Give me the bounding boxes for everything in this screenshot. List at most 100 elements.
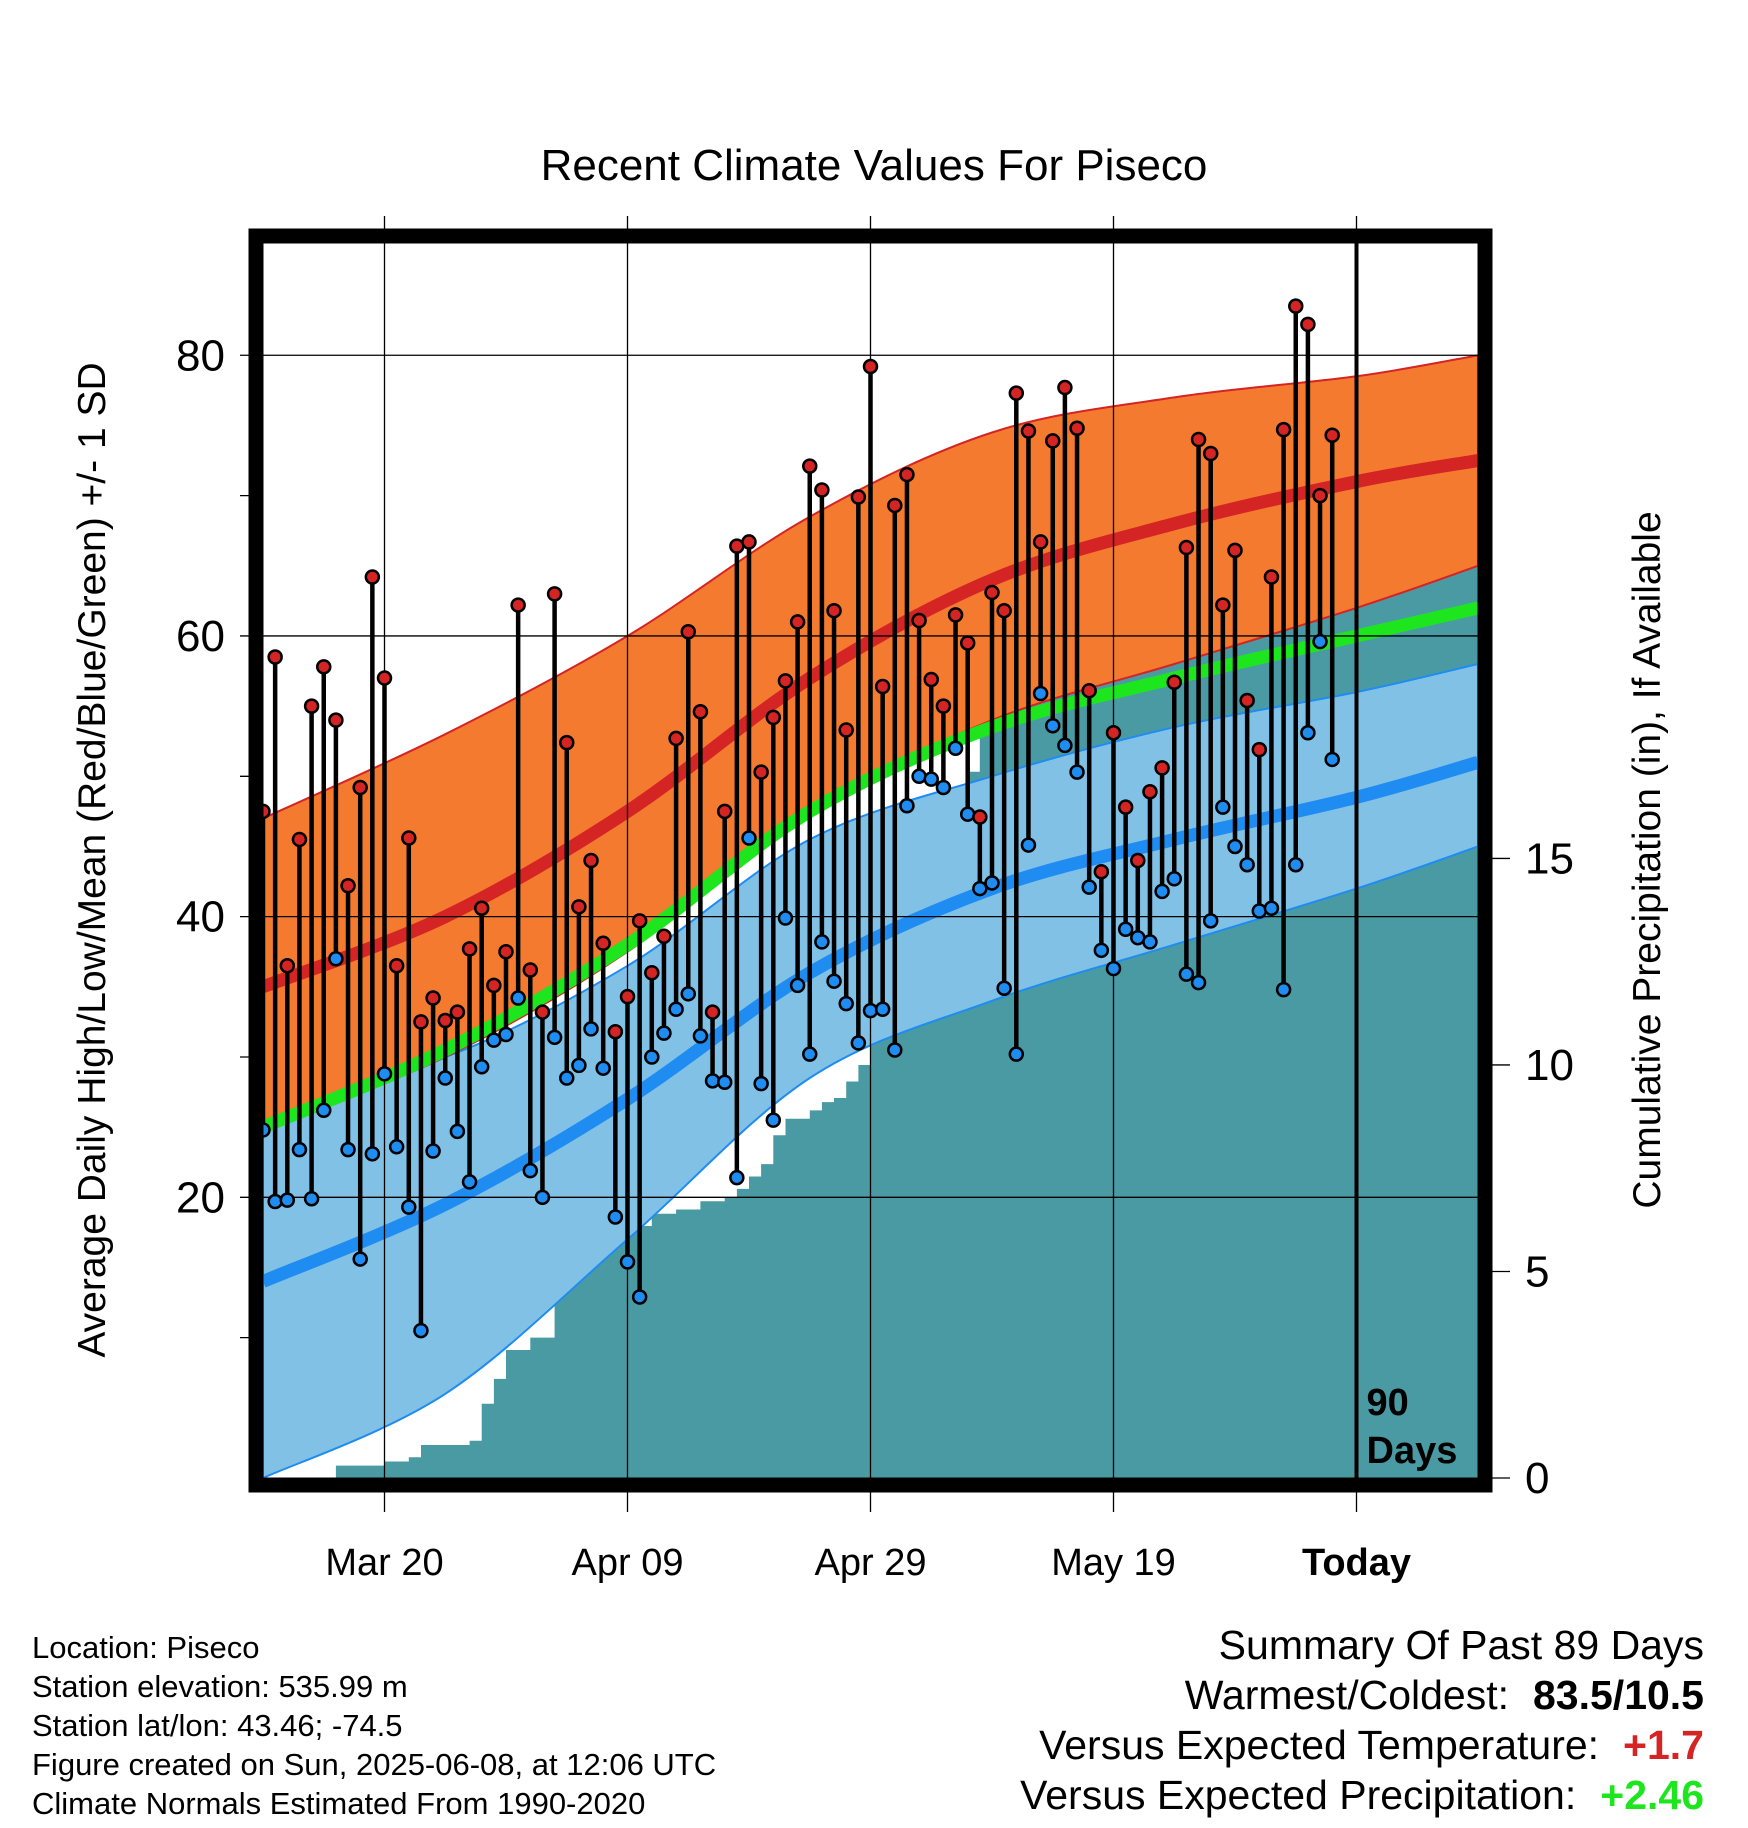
daily-low-point: [668, 1001, 684, 1018]
daily-high-point: [1081, 682, 1097, 699]
daily-high-point: [959, 635, 976, 651]
daily-high-point: [1227, 542, 1243, 559]
daily-low-point: [935, 779, 952, 796]
daily-high-point: [753, 764, 769, 780]
daily-low-point: [291, 1141, 308, 1158]
daily-low-point: [959, 806, 976, 822]
daily-low-point: [656, 1025, 672, 1041]
daily-low-point: [692, 1028, 709, 1044]
daily-low-point: [1288, 856, 1304, 873]
x-tick-label: Apr 09: [572, 1542, 684, 1584]
daily-high-point: [862, 358, 879, 375]
daily-high-point: [692, 703, 709, 720]
daily-high-point: [741, 534, 757, 550]
daily-high-point: [1117, 799, 1134, 815]
daily-high-point: [546, 586, 563, 602]
daily-high-point: [364, 569, 381, 585]
daily-high-point: [607, 1023, 624, 1040]
daily-low-point: [838, 995, 854, 1012]
daily-high-point: [1251, 741, 1268, 758]
y2-tick-label: 10: [1525, 1041, 1574, 1090]
daily-low-point: [1045, 718, 1061, 734]
temp-label: Versus Expected Temperature:: [1039, 1722, 1600, 1768]
daily-high-point: [874, 678, 891, 695]
daily-high-point: [291, 831, 308, 848]
x-tick-label: May 19: [1051, 1542, 1176, 1584]
daily-high-point: [583, 852, 599, 869]
daily-high-point: [826, 602, 842, 619]
chart-title: Recent Climate Values For Piseco: [541, 141, 1208, 190]
daily-high-point: [1105, 725, 1122, 741]
daily-low-point: [522, 1162, 539, 1179]
daily-low-point: [1251, 903, 1268, 919]
y-axis-label: Average Daily High/Low/Mean (Red/Blue/Gr…: [71, 362, 114, 1357]
daily-high-point: [644, 965, 660, 981]
daily-high-point: [1020, 423, 1037, 439]
daily-low-point: [1275, 981, 1292, 998]
daily-low-point: [279, 1192, 296, 1208]
daily-low-point: [826, 973, 842, 989]
daily-low-point: [376, 1066, 393, 1082]
daily-high-point: [1275, 421, 1292, 438]
daily-low-point: [449, 1123, 466, 1140]
daily-low-point: [546, 1029, 563, 1046]
daily-low-point: [802, 1046, 818, 1062]
daily-low-point: [1227, 838, 1243, 855]
elevation-text: Station elevation: 535.99 m: [32, 1669, 408, 1704]
warm-cold-label: Warmest/Coldest:: [1184, 1672, 1509, 1718]
daily-low-point: [923, 771, 939, 787]
x-tick-label: Today: [1302, 1542, 1411, 1584]
daily-high-point: [996, 602, 1012, 619]
daily-low-point: [984, 875, 1000, 891]
daily-low-point: [595, 1060, 611, 1076]
daily-low-point: [729, 1169, 745, 1186]
daily-high-point: [619, 988, 636, 1005]
daily-low-point: [777, 910, 794, 926]
daily-high-point: [388, 958, 405, 974]
daily-high-point: [765, 709, 782, 726]
daily-high-point: [716, 803, 733, 820]
daily-high-point: [461, 941, 478, 957]
daily-high-point: [303, 698, 320, 714]
daily-low-point: [461, 1174, 478, 1190]
daily-low-point: [1032, 685, 1049, 702]
daily-high-point: [486, 977, 502, 994]
created-text: Figure created on Sun, 2025-06-08, at 12…: [32, 1747, 717, 1782]
daily-low-point: [303, 1190, 320, 1207]
temp-value: +1.7: [1623, 1722, 1704, 1768]
daily-low-point: [328, 950, 344, 967]
daily-high-point: [1057, 379, 1073, 396]
daily-high-point: [401, 830, 417, 846]
daily-high-point: [668, 730, 684, 747]
daily-low-point: [1178, 966, 1195, 982]
summary-title: Summary Of Past 89 Days: [1218, 1622, 1704, 1668]
daily-low-point: [1057, 737, 1073, 754]
daily-high-point: [1239, 692, 1255, 709]
y-tick-label: 20: [176, 1173, 225, 1222]
station-info: Location: Piseco Station elevation: 535.…: [32, 1628, 716, 1823]
daily-high-point: [850, 489, 867, 505]
precip-label: Versus Expected Precipitation:: [1020, 1772, 1577, 1818]
daily-low-point: [716, 1074, 733, 1090]
daily-low-point: [607, 1209, 624, 1225]
daily-low-point: [437, 1070, 453, 1086]
daily-high-point: [704, 1004, 721, 1020]
daily-low-point: [1312, 633, 1328, 650]
daily-high-point: [1178, 539, 1195, 556]
daily-high-point: [267, 649, 283, 665]
daily-low-point: [972, 880, 988, 897]
daily-low-point: [571, 1057, 587, 1074]
daily-low-point: [680, 986, 696, 1002]
y-tick-label: 40: [176, 893, 225, 942]
daily-high-point: [1154, 760, 1170, 776]
plot-frame: [248, 228, 1493, 1493]
daily-high-point: [814, 482, 830, 498]
daily-low-point: [1142, 934, 1158, 950]
daily-low-point: [583, 1021, 599, 1037]
x-tick-label: Mar 20: [325, 1542, 443, 1584]
daily-low-point: [510, 990, 526, 1006]
daily-low-point: [534, 1189, 551, 1206]
y2-tick-label: 15: [1525, 834, 1574, 883]
daily-high-point: [449, 1004, 466, 1020]
daily-high-point: [1215, 597, 1231, 613]
